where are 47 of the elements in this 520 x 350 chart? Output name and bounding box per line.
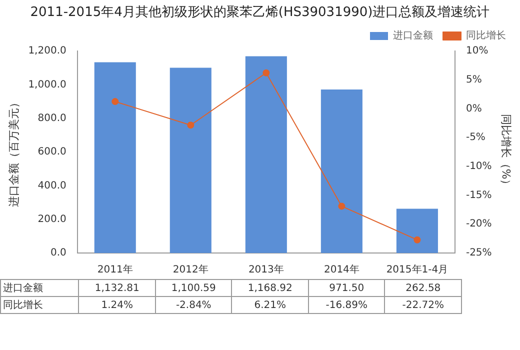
point	[112, 98, 119, 106]
legend-label: 同比增长	[466, 30, 506, 42]
text: 同比增长	[3, 300, 43, 311]
point	[338, 202, 346, 210]
x-tick-label: 2012年	[172, 264, 208, 276]
y2-tick-label: -20%	[466, 218, 492, 230]
data-label: 1,132.81	[78, 280, 156, 296]
y2-tick-label: 10%	[466, 46, 488, 57]
y2-tick-label: 5%	[466, 74, 482, 86]
y2-tick-label: -10%	[466, 161, 492, 172]
bar	[320, 89, 362, 253]
legend-label: 进口金额	[393, 30, 433, 42]
y-tick-label: 800.0	[38, 112, 66, 124]
point	[262, 69, 270, 76]
y-tick-label: 1,200.0	[28, 46, 66, 57]
point	[414, 236, 421, 244]
x-tick-label: 2014年	[324, 264, 360, 276]
data-label: 6.21%	[232, 296, 308, 314]
x-tick-label: 2011年	[97, 264, 133, 276]
bar	[170, 68, 212, 253]
x-tick-label: 2013年	[248, 264, 284, 276]
y2-tick-label: -5%	[466, 132, 486, 144]
data-label: -16.89%	[308, 296, 385, 314]
y2-axis-title: 同比增长（%）	[500, 114, 513, 190]
bar	[396, 208, 438, 253]
text: 进口金额	[3, 283, 43, 294]
point	[187, 122, 194, 129]
data-label: -22.72%	[384, 296, 462, 314]
data-label: 1,100.59	[155, 280, 232, 296]
y-tick-label: 1,000.0	[28, 79, 66, 90]
data-label: 262.58	[384, 280, 462, 296]
bar	[94, 62, 136, 253]
chart-title: 2011-2015年4月其他初级形状的聚苯乙烯(HS39031990)进口总额及增速统计	[29, 4, 491, 21]
y-tick-label: 0.0	[50, 248, 66, 259]
data-label: 1,168.92	[232, 280, 308, 296]
data-label: 971.50	[308, 280, 385, 296]
y2-tick-label: -15%	[466, 190, 492, 201]
y-axis-title: 进口金额（百万美元）	[7, 97, 20, 207]
y-tick-label: 600.0	[38, 146, 66, 158]
y2-tick-label: 0%	[466, 103, 482, 114]
y2-tick-label: -25%	[466, 248, 492, 259]
bar	[245, 56, 287, 253]
y-tick-label: 200.0	[38, 214, 66, 225]
y-tick-label: 400.0	[38, 180, 66, 192]
data-label: 1.24%	[78, 296, 156, 314]
x-tick-label: 2015年1-4月	[386, 264, 448, 276]
data-label: -2.84%	[155, 296, 232, 314]
